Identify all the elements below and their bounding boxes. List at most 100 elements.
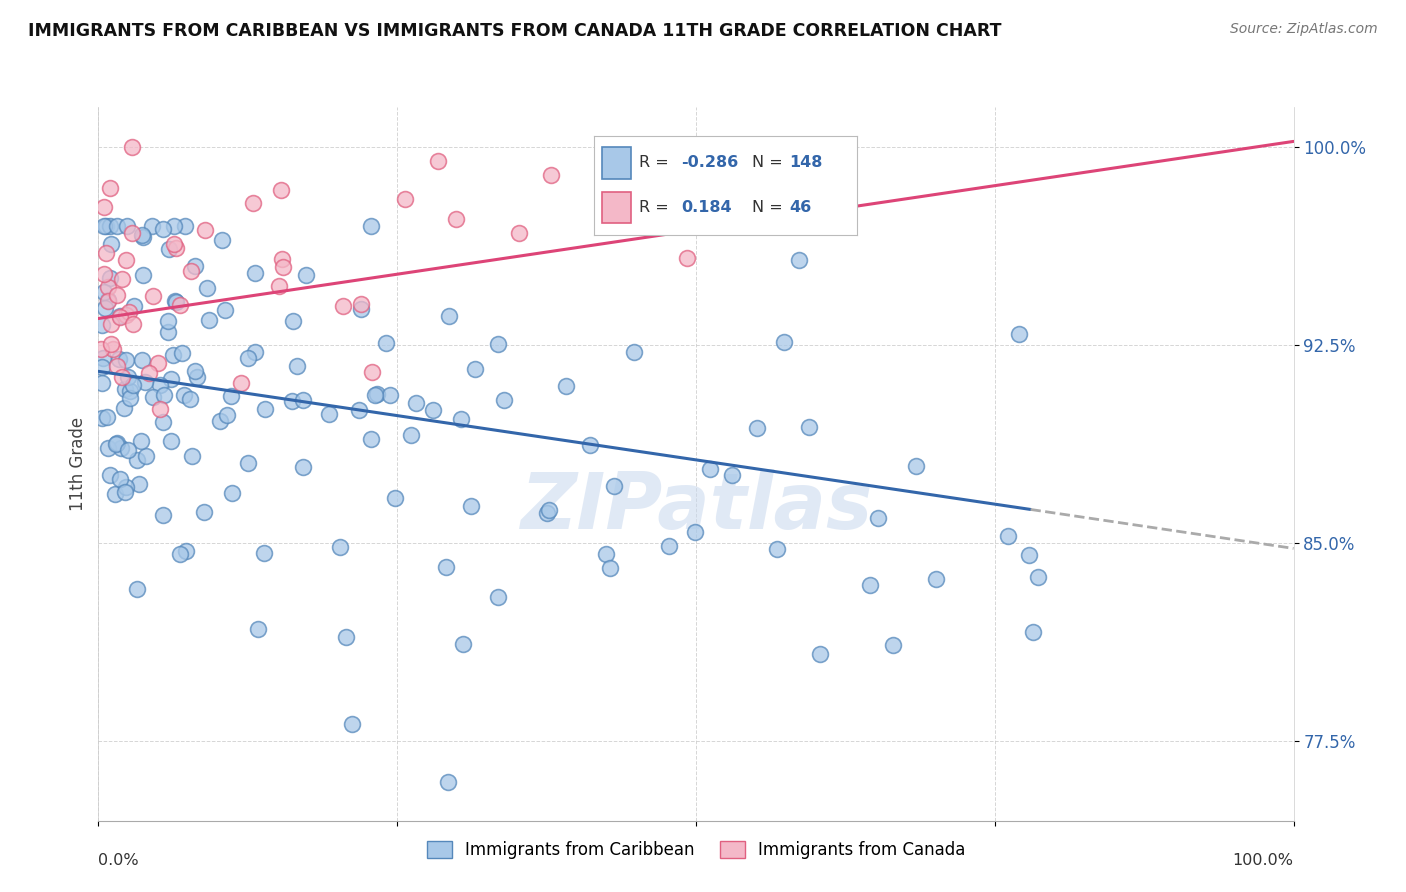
Point (271, 252, 294, 266)
Point (1018, 548, 1040, 562)
Point (149, 401, 172, 416)
Bar (602, 146, 631, 178)
Point (287, 359, 309, 374)
Text: 0.184: 0.184 (681, 200, 731, 215)
Point (360, 432, 382, 446)
Point (437, 775, 460, 789)
Point (165, 294, 187, 309)
Point (153, 388, 176, 402)
Point (451, 636, 474, 650)
Point (623, 345, 645, 359)
Point (221, 485, 243, 500)
Text: N =: N = (752, 200, 793, 215)
Text: 46: 46 (789, 200, 811, 215)
Point (384, 491, 406, 506)
Point (111, 272, 134, 286)
Point (378, 387, 401, 401)
Point (859, 578, 882, 592)
Point (115, 353, 138, 368)
Point (135, 450, 157, 464)
Point (437, 310, 460, 324)
Point (603, 478, 626, 492)
Point (335, 630, 357, 644)
Point (96, 409, 118, 424)
Point (540, 168, 562, 182)
Point (165, 295, 187, 310)
Point (195, 281, 218, 295)
Point (174, 219, 197, 233)
Point (97, 294, 120, 309)
Y-axis label: 11th Grade: 11th Grade (69, 417, 87, 511)
Point (149, 377, 172, 392)
Point (169, 298, 191, 312)
Point (120, 384, 142, 398)
Point (683, 525, 706, 540)
Point (115, 219, 138, 233)
Legend: Immigrants from Caribbean, Immigrants from Canada: Immigrants from Caribbean, Immigrants fr… (420, 834, 972, 866)
Point (146, 356, 169, 370)
Point (93, 285, 115, 299)
Point (350, 301, 373, 316)
Point (253, 546, 276, 560)
Point (236, 351, 259, 365)
Point (347, 402, 370, 417)
Bar (602, 192, 631, 224)
Point (132, 268, 155, 282)
Point (128, 476, 150, 491)
Point (555, 378, 578, 392)
Point (142, 390, 165, 404)
Point (172, 345, 194, 359)
Point (374, 335, 396, 350)
Point (93, 200, 115, 214)
Point (444, 211, 467, 226)
Point (138, 367, 160, 381)
Point (1021, 624, 1043, 639)
Point (245, 345, 267, 359)
Point (179, 392, 201, 406)
Point (183, 259, 205, 273)
Text: IMMIGRANTS FROM CARIBBEAN VS IMMIGRANTS FROM CANADA 11TH GRADE CORRELATION CHART: IMMIGRANTS FROM CARIBBEAN VS IMMIGRANTS … (28, 22, 1001, 40)
Point (91, 376, 114, 390)
Point (486, 591, 509, 605)
Point (242, 196, 264, 211)
Point (599, 560, 621, 574)
Point (868, 511, 890, 525)
Point (194, 223, 217, 237)
Point (329, 540, 352, 554)
Point (193, 505, 215, 519)
Point (536, 506, 558, 520)
Point (152, 508, 174, 522)
Point (214, 303, 236, 318)
Point (115, 480, 138, 494)
Point (121, 226, 143, 240)
Point (105, 436, 128, 450)
Point (405, 396, 427, 410)
Point (152, 222, 174, 236)
Point (141, 219, 163, 233)
Point (332, 299, 354, 313)
Point (450, 412, 472, 426)
Text: 148: 148 (789, 155, 823, 170)
Point (765, 541, 787, 556)
Point (360, 219, 382, 233)
Point (94, 301, 117, 315)
Point (173, 387, 195, 401)
Point (169, 548, 191, 562)
Point (108, 472, 131, 486)
Text: 0.0%: 0.0% (98, 853, 139, 868)
Point (117, 370, 139, 384)
Point (464, 361, 486, 376)
Point (1026, 569, 1049, 583)
Point (156, 325, 179, 339)
Point (229, 376, 252, 391)
Point (460, 499, 482, 513)
Point (91, 411, 114, 425)
Point (797, 419, 820, 434)
Point (118, 391, 141, 405)
Point (219, 389, 242, 403)
Point (211, 233, 233, 247)
Text: ZIPatlas: ZIPatlas (520, 468, 872, 545)
Point (492, 392, 515, 407)
Point (107, 351, 129, 366)
Point (114, 484, 136, 499)
